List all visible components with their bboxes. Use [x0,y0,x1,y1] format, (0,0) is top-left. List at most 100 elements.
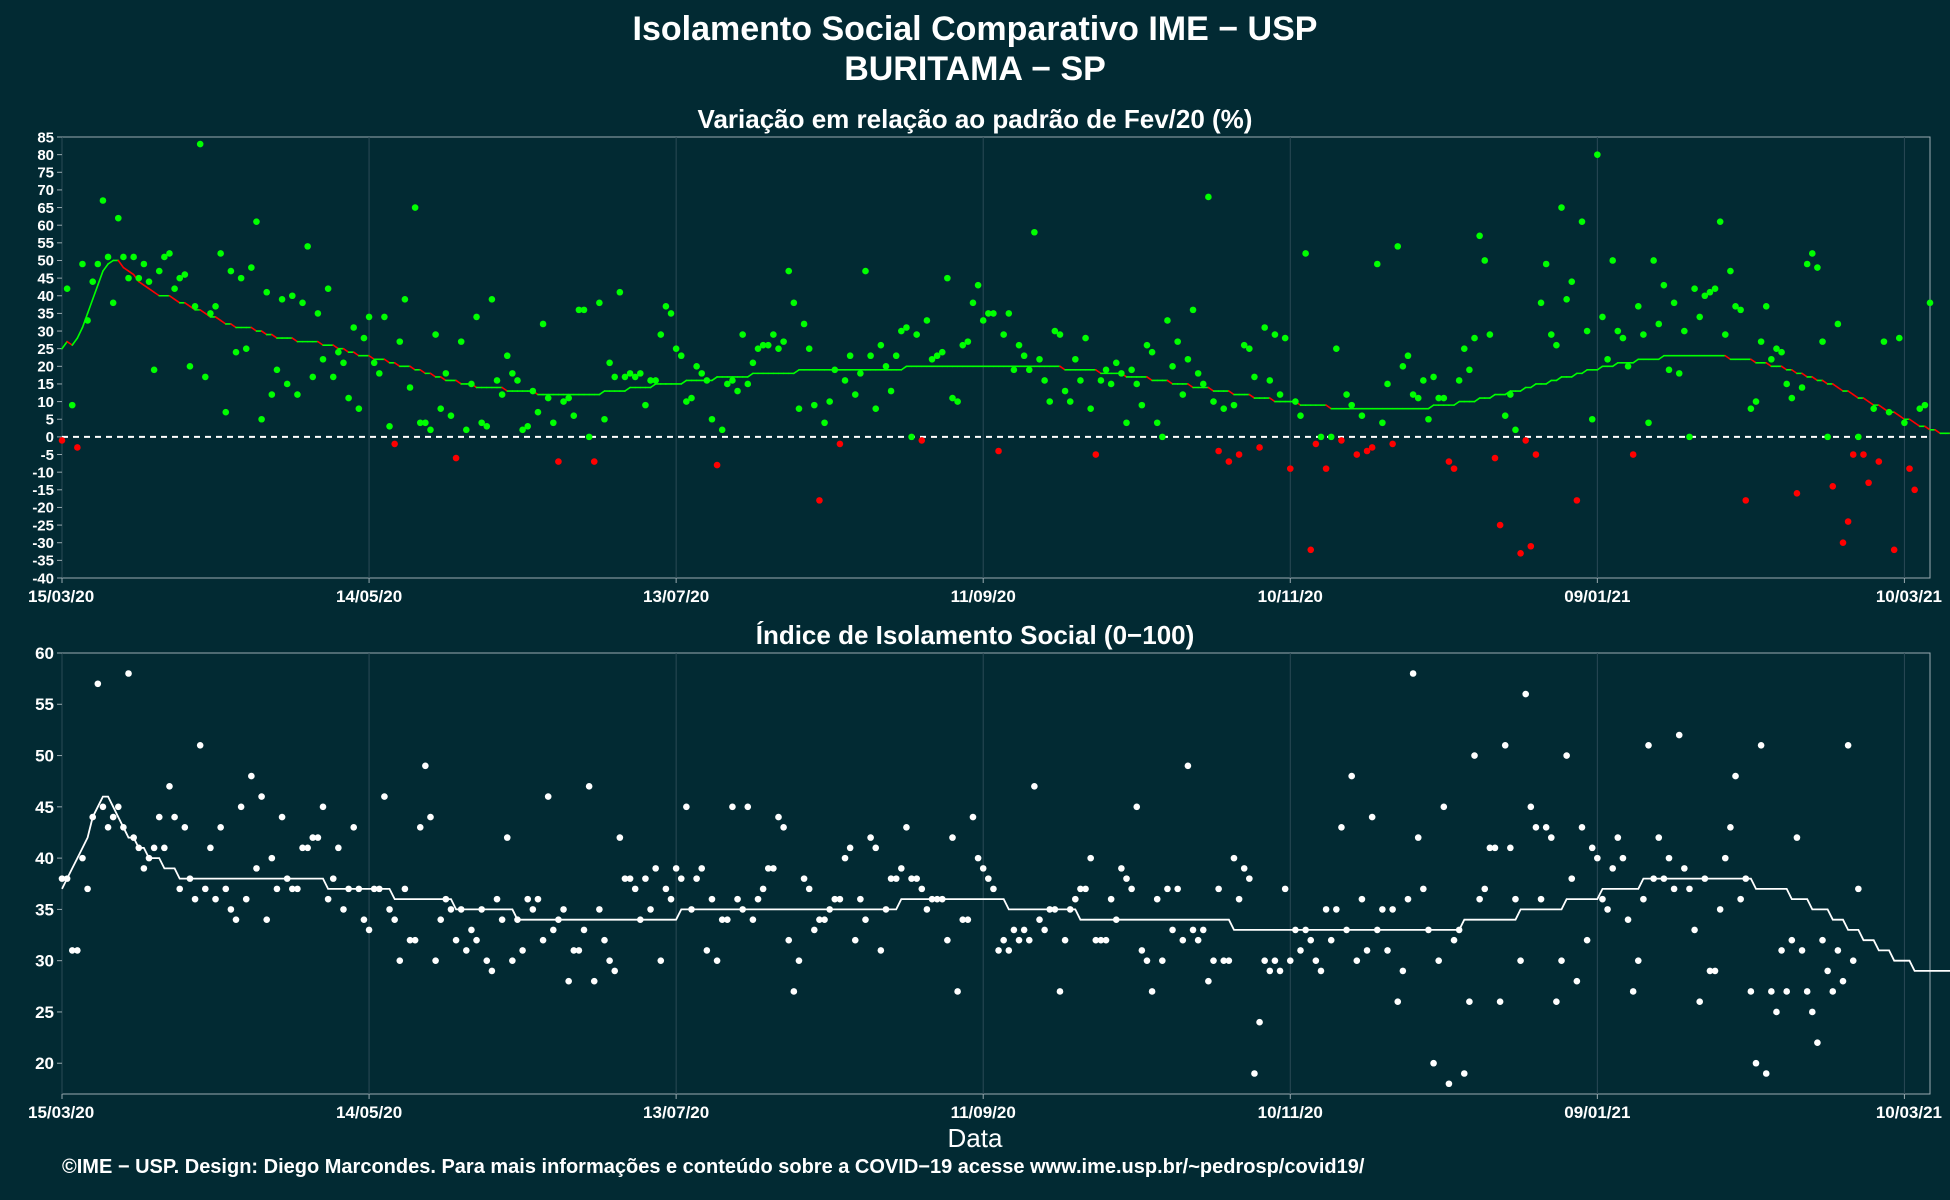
variation-point [534,408,542,416]
index-point [406,936,414,944]
index-point [176,885,184,893]
index-point [1696,998,1703,1005]
moving-average-segment [649,383,657,389]
variation-point [150,366,158,374]
variation-point [1517,550,1524,557]
index-point [1056,988,1064,995]
variation-point [1849,451,1857,458]
moving-average-segment [1059,365,1066,371]
index-point [1798,947,1806,954]
moving-average-segment [1780,365,1788,371]
index-point [432,957,439,964]
index-point [851,936,859,944]
moving-average-segment [1821,379,1829,385]
variation-point [539,320,547,328]
moving-average-segment [1596,365,1604,371]
moving-average-segment [1791,369,1798,375]
variation-point [401,295,409,303]
variation-point [979,317,987,324]
variation-point [1123,419,1130,427]
variation-point [1404,352,1412,360]
index-point [1061,936,1069,944]
variation-point [1624,363,1632,370]
panel1-y-tick-label: 80 [37,147,54,164]
variation-point [1399,363,1407,370]
variation-point [1440,394,1448,402]
moving-average-segment [317,340,324,346]
variation-point [437,405,445,412]
variation-point [1307,546,1315,554]
variation-point [1220,405,1228,412]
variation-point [1721,331,1729,338]
index-point [1706,967,1714,975]
index-point [1435,957,1442,964]
index-point [1174,885,1181,893]
index-point [1281,885,1289,893]
variation-point [1824,433,1831,441]
variation-point [171,285,178,293]
panel1-y-tick-label: 5 [46,411,54,428]
variation-point [1696,313,1703,321]
index-point [1752,1059,1760,1067]
variation-point [1051,327,1059,335]
moving-average-segment [1146,376,1153,382]
variation-point [365,313,373,321]
variation-point [1066,398,1074,405]
index-point [1583,936,1591,944]
index-point [918,885,926,893]
variation-point [386,422,393,430]
moving-average-segment [598,390,606,396]
index-point [672,865,680,872]
moving-average-segment [1750,358,1757,364]
moving-average-segment [409,365,416,371]
index-point [1143,957,1151,964]
index-point [724,916,731,923]
panel1-y-tick-label: 30 [37,323,54,340]
index-point [1394,998,1402,1005]
index-point [862,916,869,923]
moving-average-segment [455,379,462,385]
variation-point [524,422,532,430]
index-point [995,947,1002,954]
index-point [1256,1018,1263,1026]
panel2-title: Índice de Isolamento Social (0−100) [755,620,1195,650]
variation-point [1363,447,1371,455]
index-point [104,824,112,831]
variation-point [376,370,383,377]
index-point [1614,834,1622,841]
variation-point [575,306,583,314]
index-point [1051,906,1059,913]
variation-point [1921,401,1929,409]
variation-point [764,341,772,349]
index-point [294,885,301,893]
variation-point [1353,451,1361,458]
index-point [1389,906,1396,913]
index-point [1379,906,1386,913]
index-point [524,895,532,903]
variation-point [821,419,828,427]
index-point [1010,926,1018,934]
index-point [309,834,317,841]
variation-point [677,352,685,360]
variation-point [278,295,286,303]
index-point [1849,957,1857,964]
index-point [677,875,685,882]
variation-point [1778,348,1785,356]
variation-point [1102,366,1110,374]
index-point [1097,936,1105,944]
index-point [1066,906,1074,913]
index-point [1246,875,1253,882]
variation-point [329,373,337,381]
variation-point [1522,437,1529,444]
variation-point [1701,292,1709,300]
variation-point [944,274,951,282]
variation-point [1773,345,1780,352]
variation-point [862,267,869,275]
variation-point [1527,542,1535,550]
index-point [759,885,767,893]
index-point [68,947,76,954]
index-point [207,844,214,852]
moving-average-segment [332,344,340,350]
index-point [212,895,219,903]
variation-point [468,380,475,388]
